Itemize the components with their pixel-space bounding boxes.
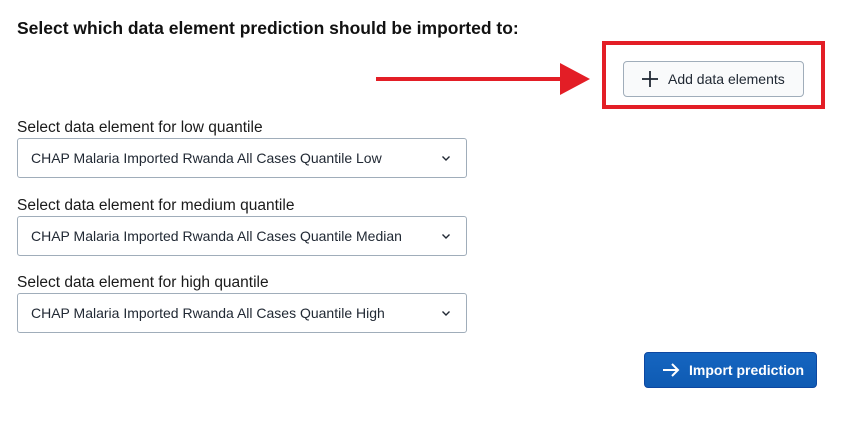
plus-icon xyxy=(642,71,658,87)
chevron-down-icon xyxy=(442,234,450,239)
page-title: Select which data element prediction sho… xyxy=(17,18,519,38)
medium-quantile-label: Select data element for medium quantile xyxy=(17,197,295,214)
add-data-elements-label: Add data elements xyxy=(668,71,785,87)
import-prediction-button[interactable]: Import prediction xyxy=(644,352,817,388)
medium-quantile-select[interactable]: CHAP Malaria Imported Rwanda All Cases Q… xyxy=(17,216,467,256)
medium-quantile-selected-value: CHAP Malaria Imported Rwanda All Cases Q… xyxy=(31,228,402,244)
arrow-right-icon xyxy=(663,363,680,377)
high-quantile-selected-value: CHAP Malaria Imported Rwanda All Cases Q… xyxy=(31,305,385,321)
annotation-highlight-box xyxy=(602,41,825,109)
low-quantile-select[interactable]: CHAP Malaria Imported Rwanda All Cases Q… xyxy=(17,138,467,178)
annotation-arrow-icon xyxy=(376,63,590,95)
low-quantile-label: Select data element for low quantile xyxy=(17,119,263,136)
high-quantile-select[interactable]: CHAP Malaria Imported Rwanda All Cases Q… xyxy=(17,293,467,333)
chevron-down-icon xyxy=(442,311,450,316)
low-quantile-selected-value: CHAP Malaria Imported Rwanda All Cases Q… xyxy=(31,150,382,166)
high-quantile-label: Select data element for high quantile xyxy=(17,274,269,291)
add-data-elements-button[interactable]: Add data elements xyxy=(623,61,804,97)
import-prediction-label: Import prediction xyxy=(689,362,805,378)
chevron-down-icon xyxy=(442,156,450,161)
